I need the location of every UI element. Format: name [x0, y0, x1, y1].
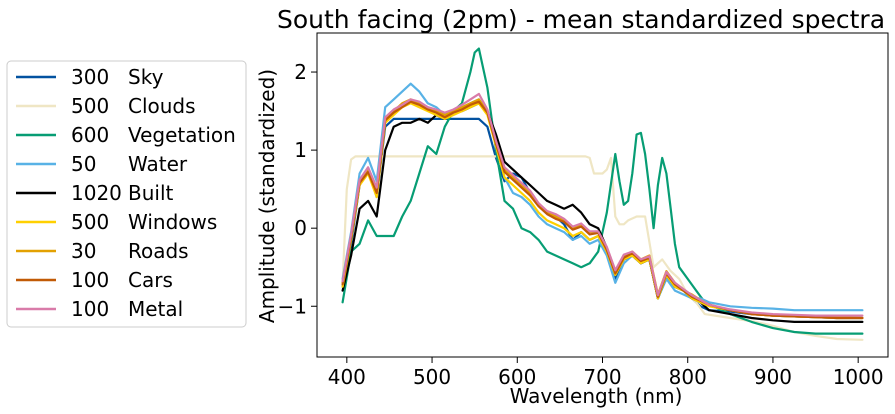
series-line-built	[341, 102, 864, 323]
legend-label: Cars	[128, 268, 173, 292]
series-line-water	[341, 82, 864, 312]
legend-count: 100	[71, 268, 109, 292]
y-tick-label: 2	[294, 60, 307, 84]
series-line-windows	[341, 102, 864, 320]
legend-label: Roads	[128, 239, 189, 263]
legend-count: 1020	[71, 181, 122, 205]
legend-label: Water	[128, 152, 188, 176]
series-line-sky	[341, 117, 864, 320]
y-axis: −1 0 1 2	[278, 60, 317, 318]
legend-count: 100	[71, 297, 109, 321]
x-axis-label: Wavelength (nm)	[510, 384, 683, 408]
legend-label: Sky	[128, 65, 164, 89]
series-line-roads	[341, 98, 864, 320]
legend-count: 300	[71, 65, 109, 89]
legend-label: Metal	[128, 297, 183, 321]
legend-frame	[6, 60, 247, 328]
x-tick-label: 800	[669, 365, 707, 389]
x-tick-label: 1000	[833, 365, 884, 389]
legend-count: 500	[71, 210, 109, 234]
x-tick-label: 400	[328, 365, 366, 389]
legend-count: 50	[71, 152, 96, 176]
legend-label: Vegetation	[128, 123, 236, 147]
series-line-metal	[341, 92, 864, 317]
x-tick-label: 600	[498, 365, 536, 389]
legend-count: 600	[71, 123, 109, 147]
y-axis-label: Amplitude (standardized)	[255, 69, 279, 323]
x-tick-label: 500	[413, 365, 451, 389]
legend-count: 500	[71, 94, 109, 118]
series-line-vegetation	[341, 47, 864, 335]
legend-label: Clouds	[128, 94, 196, 118]
plot-area	[341, 47, 864, 341]
chart-title: South facing (2pm) - mean standardized s…	[277, 5, 885, 34]
legend-label: Built	[128, 181, 174, 205]
legend-count: 30	[71, 239, 96, 263]
y-tick-label: 1	[294, 138, 307, 162]
x-tick-label: 700	[583, 365, 621, 389]
legend-label: Windows	[128, 210, 217, 234]
series-line-clouds	[341, 155, 864, 341]
x-tick-label: 900	[754, 365, 792, 389]
plot-frame	[316, 32, 889, 358]
x-axis: 400 500 600 700 800 900 1000	[328, 357, 884, 389]
series-line-cars	[341, 100, 864, 320]
y-tick-label: −1	[278, 294, 307, 318]
y-tick-label: 0	[294, 216, 307, 240]
